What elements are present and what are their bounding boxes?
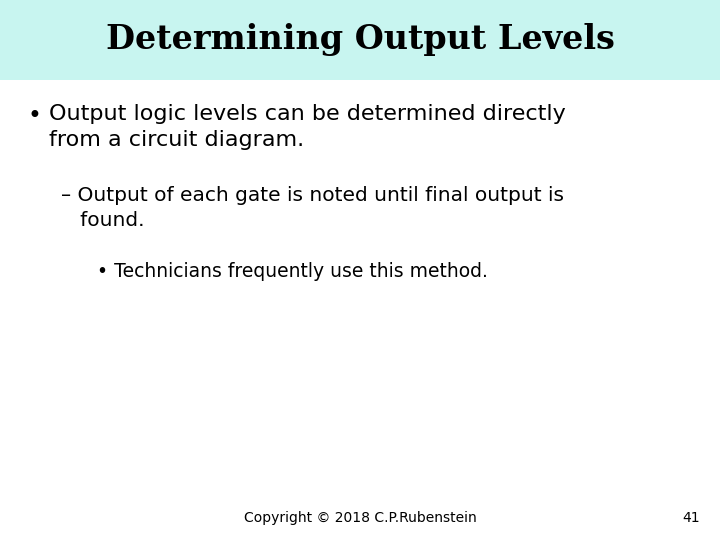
FancyBboxPatch shape — [0, 0, 720, 80]
Text: •: • — [27, 104, 41, 127]
Text: – Output of each gate is noted until final output is
   found.: – Output of each gate is noted until fin… — [61, 186, 564, 230]
Text: Determining Output Levels: Determining Output Levels — [106, 23, 614, 57]
Text: 41: 41 — [683, 511, 700, 525]
Text: Copyright © 2018 C.P.Rubenstein: Copyright © 2018 C.P.Rubenstein — [243, 511, 477, 525]
Text: • Technicians frequently use this method.: • Technicians frequently use this method… — [97, 262, 488, 281]
Text: Output logic levels can be determined directly
from a circuit diagram.: Output logic levels can be determined di… — [49, 104, 566, 150]
